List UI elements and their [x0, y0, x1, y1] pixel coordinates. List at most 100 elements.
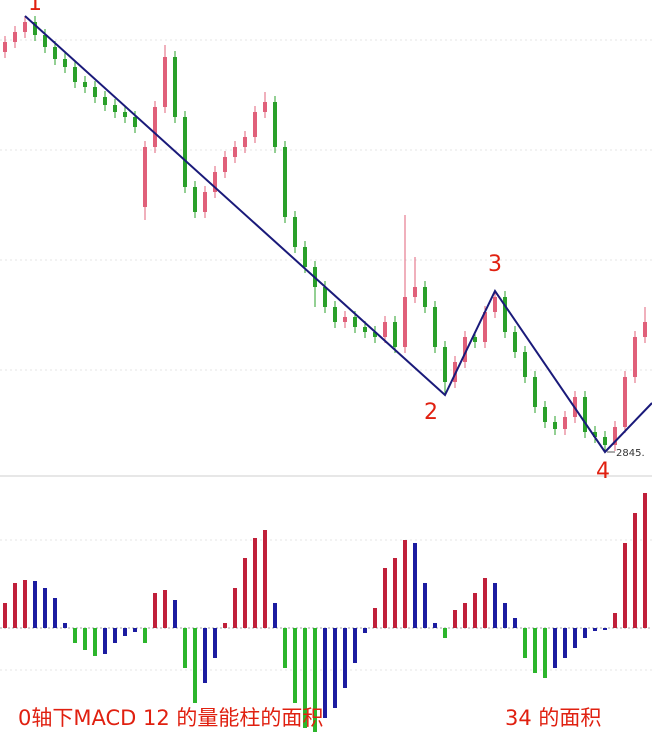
candle-body — [543, 407, 547, 422]
candle-body — [273, 102, 277, 147]
candle-body — [263, 102, 267, 112]
macd-bar — [443, 628, 447, 638]
candle-body — [153, 107, 157, 147]
macd-bar — [203, 628, 207, 683]
candle-body — [333, 307, 337, 322]
candle-body — [83, 82, 87, 87]
candle-body — [3, 42, 7, 52]
candle-body — [113, 105, 117, 112]
macd-bar — [123, 628, 127, 636]
macd-bar — [53, 598, 57, 628]
candle-body — [183, 117, 187, 187]
macd-bar — [483, 578, 487, 628]
candle-body — [493, 297, 497, 312]
macd-bar — [403, 540, 407, 628]
candle-body — [503, 297, 507, 332]
candle-body — [73, 67, 77, 82]
candle-body — [343, 317, 347, 322]
macd-bar — [223, 623, 227, 628]
macd-bar — [33, 581, 37, 628]
macd-bar — [393, 558, 397, 628]
candle-body — [623, 377, 627, 427]
candle-body — [353, 317, 357, 327]
point-label: 4 — [596, 459, 610, 484]
macd-bar — [463, 603, 467, 628]
point-label: 2 — [424, 400, 438, 425]
candle-body — [213, 172, 217, 192]
macd-bar — [423, 583, 427, 628]
candle-body — [433, 307, 437, 347]
macd-bar — [633, 513, 637, 628]
candle-body — [483, 312, 487, 342]
macd-bar — [343, 628, 347, 688]
macd-bar — [283, 628, 287, 668]
candle-body — [53, 47, 57, 59]
candle-body — [293, 217, 297, 247]
macd-bar — [63, 623, 67, 628]
macd-bar — [603, 628, 607, 630]
macd-bar — [383, 568, 387, 628]
candle-body — [103, 97, 107, 105]
candle-body — [583, 397, 587, 432]
macd-bar — [473, 593, 477, 628]
candle-body — [163, 57, 167, 107]
macd-bar — [353, 628, 357, 663]
candle-body — [133, 117, 137, 127]
candle-body — [23, 22, 27, 32]
macd-bar — [573, 628, 577, 648]
candle-body — [93, 87, 97, 97]
candle-body — [393, 322, 397, 347]
candle-body — [253, 112, 257, 137]
candle-body — [373, 332, 377, 337]
candle-body — [123, 112, 127, 117]
macd-bar — [583, 628, 587, 638]
macd-bar — [213, 628, 217, 658]
candle-body — [553, 422, 557, 429]
macd-bar — [333, 628, 337, 708]
candle-body — [413, 287, 417, 297]
candle-body — [193, 187, 197, 212]
macd-bar — [253, 538, 257, 628]
macd-bar — [363, 628, 367, 633]
candle-body — [523, 352, 527, 377]
macd-bar — [513, 618, 517, 628]
candle-body — [363, 327, 367, 332]
candle-body — [233, 147, 237, 157]
macd-bar — [103, 628, 107, 654]
candle-body — [643, 322, 647, 337]
macd-bar — [293, 628, 297, 703]
candle-body — [593, 432, 597, 437]
macd-bar — [623, 543, 627, 628]
candle-body — [33, 22, 37, 35]
macd-bar — [133, 628, 137, 632]
macd-bar — [543, 628, 547, 678]
candle-body — [323, 287, 327, 307]
candle-body — [143, 147, 147, 207]
macd-bar — [193, 628, 197, 703]
macd-bar — [3, 603, 7, 628]
candle-body — [473, 337, 477, 342]
macd-bar — [553, 628, 557, 668]
low-label: 2845. — [616, 448, 645, 459]
macd-bar — [113, 628, 117, 643]
candle-body — [173, 57, 177, 117]
candle-body — [43, 35, 47, 47]
candle-body — [463, 337, 467, 362]
macd-bar — [643, 493, 647, 628]
candle-body — [203, 192, 207, 212]
macd-bar — [533, 628, 537, 673]
macd-bar — [593, 628, 597, 631]
candle-body — [443, 347, 447, 382]
macd-bar — [183, 628, 187, 668]
macd-bar — [13, 583, 17, 628]
macd-bar — [503, 603, 507, 628]
macd-bar — [143, 628, 147, 643]
macd-bar — [303, 628, 307, 728]
macd-bar — [563, 628, 567, 658]
candle-body — [613, 427, 617, 445]
annotation: 34 的面积 — [505, 706, 601, 730]
macd-bar — [373, 608, 377, 628]
macd-bar — [263, 530, 267, 628]
macd-bar — [43, 588, 47, 628]
macd-bar — [413, 543, 417, 628]
